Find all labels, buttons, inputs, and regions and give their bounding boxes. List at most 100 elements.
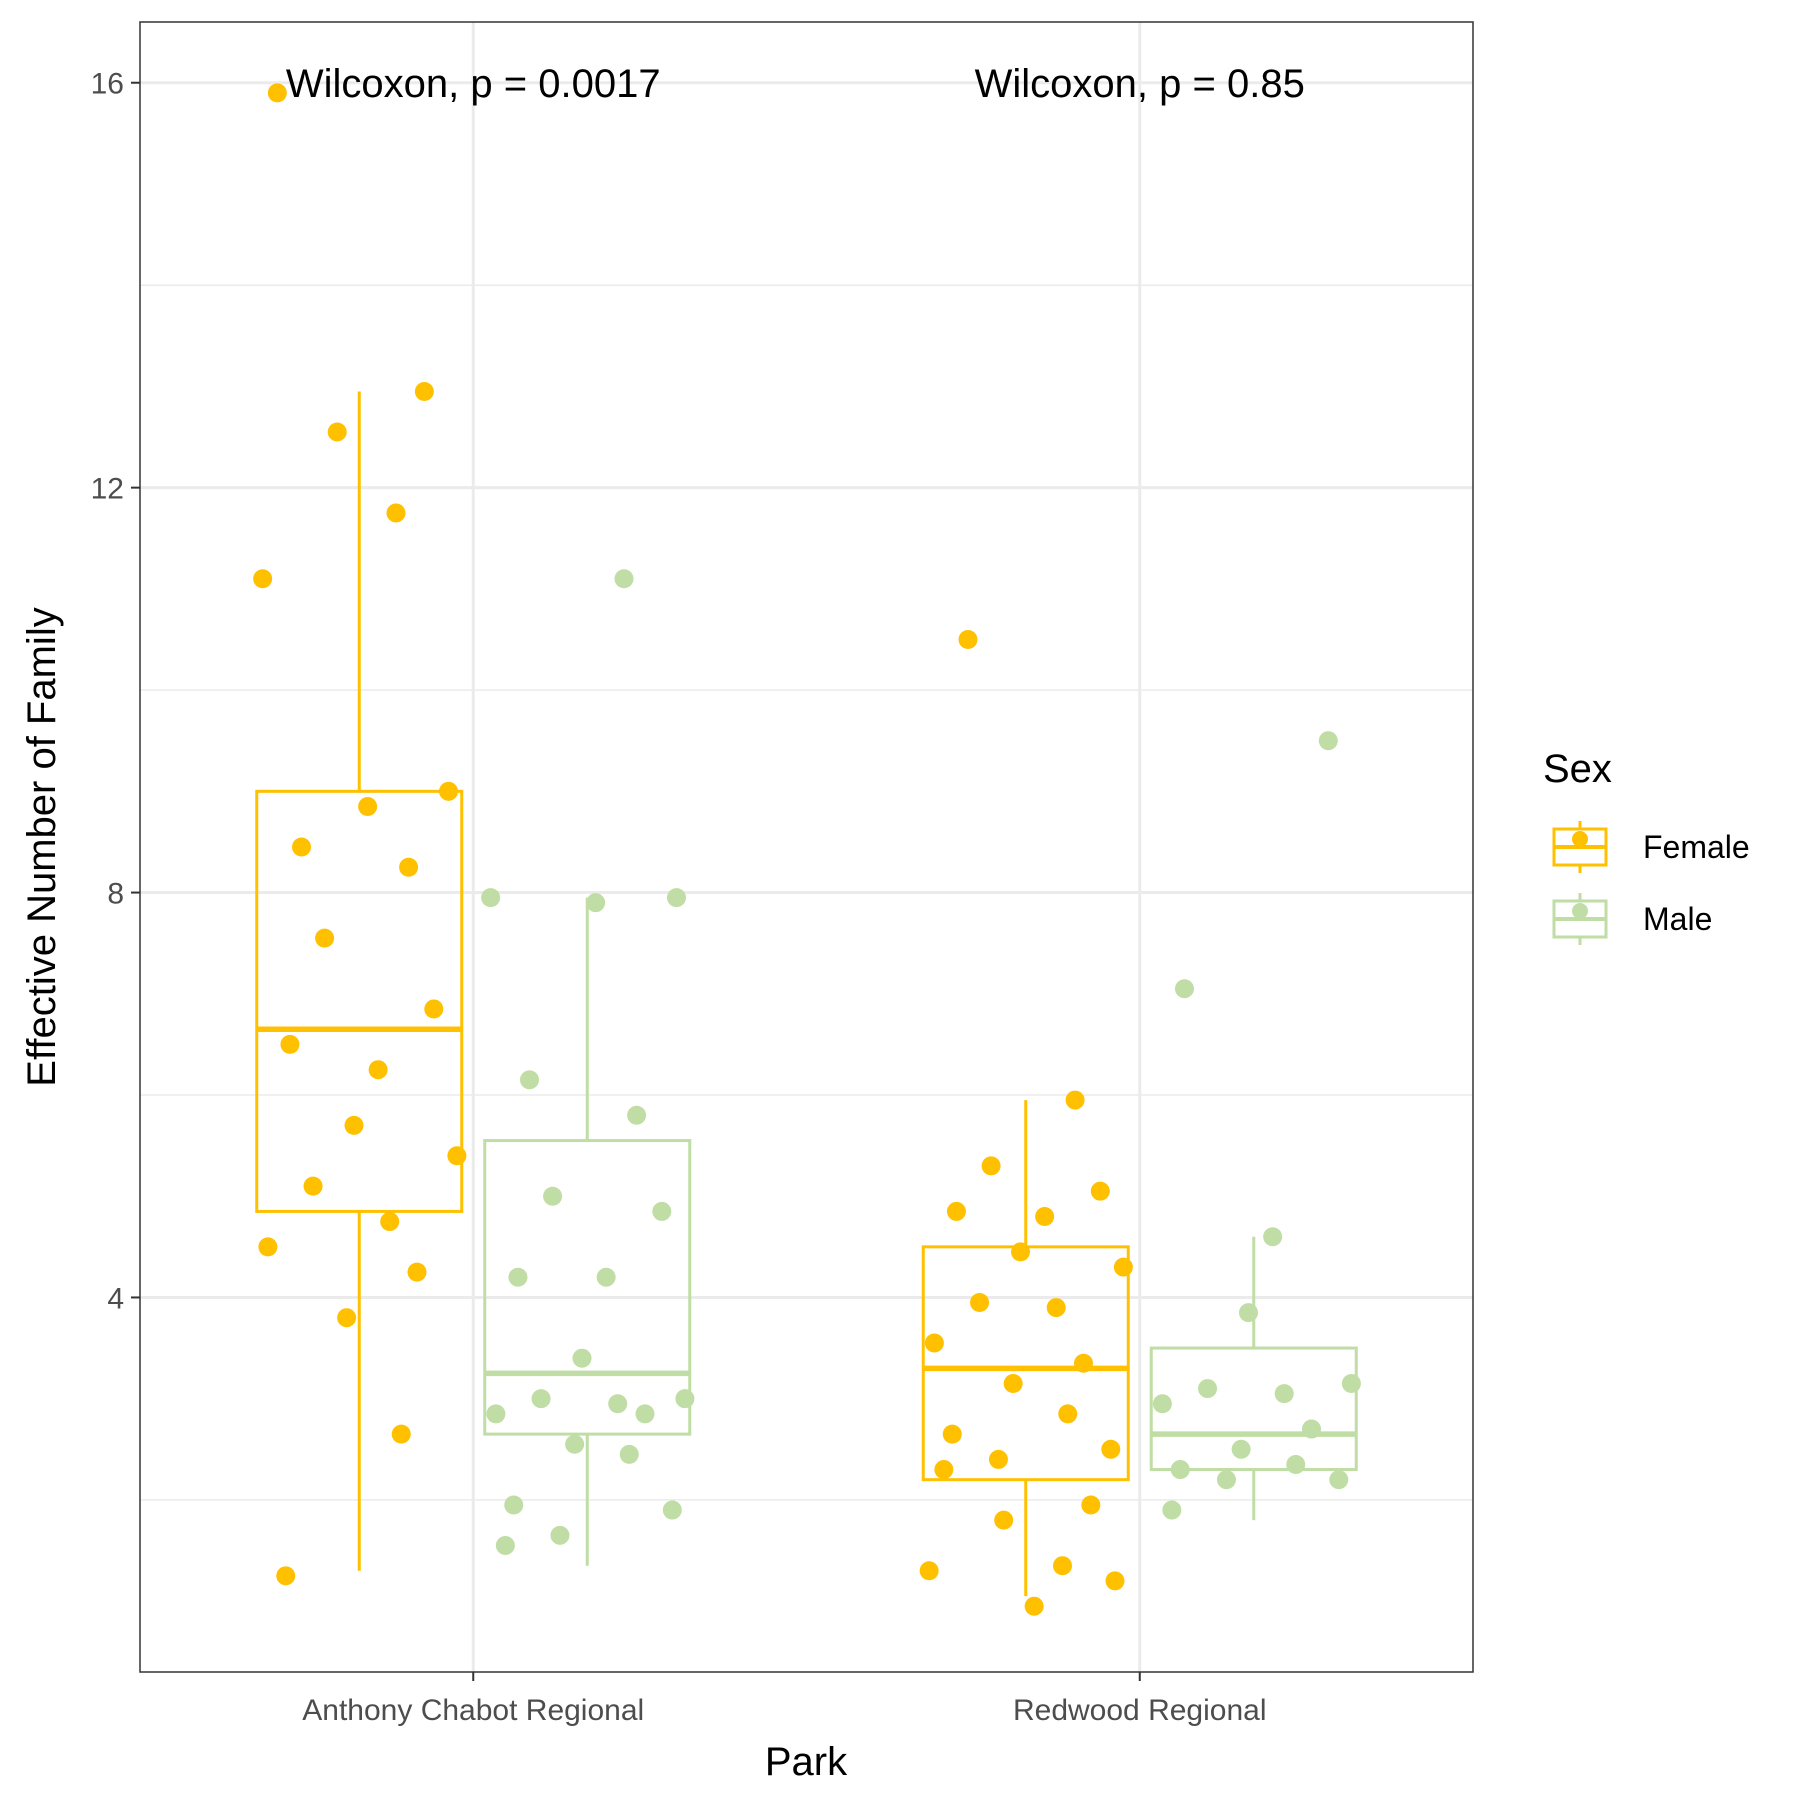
legend-items: Female Male	[1552, 821, 1750, 945]
data-point-female	[1058, 1404, 1078, 1424]
data-point-female	[315, 928, 335, 948]
data-point-female	[447, 1146, 467, 1166]
data-point-male	[667, 888, 686, 908]
y-axis-title: Effective Number of Family	[20, 607, 64, 1086]
x-tick-label: Anthony Chabot Regional	[302, 1694, 644, 1727]
data-point-male	[1231, 1439, 1251, 1459]
data-point-male	[508, 1267, 528, 1287]
points-layer	[253, 83, 1361, 1616]
data-point-male	[652, 1201, 672, 1221]
data-point-female	[380, 1212, 400, 1232]
data-point-male	[596, 1267, 616, 1287]
data-point-male	[635, 1404, 655, 1424]
data-point-male	[481, 888, 501, 908]
boxes-layer	[255, 391, 1358, 1597]
data-point-female	[368, 1060, 388, 1080]
data-point-male	[543, 1186, 563, 1206]
legend: Sex Female Male	[1543, 747, 1750, 945]
data-point-female	[337, 1308, 357, 1328]
data-point-female	[1003, 1374, 1023, 1394]
y-tick-label: 4	[107, 1282, 124, 1315]
data-point-female	[414, 381, 434, 401]
data-point-female	[988, 1449, 1008, 1469]
data-point-female	[1105, 1571, 1125, 1591]
data-point-female	[399, 857, 419, 877]
data-point-male	[619, 1444, 639, 1464]
legend-key-point	[1572, 831, 1588, 847]
data-point-female	[994, 1510, 1014, 1530]
box-female	[255, 391, 464, 1571]
legend-label-female: Female	[1643, 829, 1750, 865]
data-point-male	[1174, 979, 1194, 999]
data-point-female	[1065, 1090, 1085, 1110]
data-point-female	[1101, 1439, 1121, 1459]
data-point-female	[253, 569, 273, 589]
data-point-female	[970, 1293, 990, 1313]
data-point-female	[303, 1176, 323, 1196]
data-point-female	[981, 1156, 1001, 1176]
plot-panel-border	[139, 21, 1474, 1673]
x-axis-title: Park	[765, 1740, 848, 1784]
box-male	[1149, 1236, 1358, 1521]
data-point-female	[1081, 1495, 1101, 1515]
data-point-female	[407, 1262, 427, 1282]
data-point-male	[495, 1535, 515, 1555]
data-point-female	[1046, 1298, 1066, 1318]
data-point-female	[439, 781, 458, 801]
y-tick-label: 16	[91, 68, 124, 101]
data-point-female	[1011, 1242, 1030, 1262]
data-point-male	[675, 1389, 695, 1409]
data-point-female	[919, 1561, 939, 1581]
data-point-female	[946, 1201, 966, 1221]
data-point-male	[1239, 1303, 1258, 1323]
data-point-female	[1074, 1353, 1093, 1373]
data-point-male	[586, 893, 606, 913]
annotations-layer: Wilcoxon, p = 0.0017 Wilcoxon, p = 0.85	[286, 62, 1305, 106]
data-point-male	[1302, 1419, 1321, 1439]
data-point-male	[1198, 1379, 1218, 1399]
gridlines	[140, 22, 1473, 1672]
legend-item-female: Female	[1552, 821, 1750, 873]
data-point-female	[276, 1566, 296, 1586]
data-point-male	[1216, 1470, 1236, 1490]
data-point-female	[358, 797, 378, 817]
box-iqr	[483, 1139, 692, 1436]
data-point-male	[662, 1500, 682, 1520]
y-tick-label: 12	[91, 473, 124, 506]
data-point-male	[1274, 1384, 1294, 1404]
data-point-male	[520, 1070, 539, 1090]
data-point-male	[1286, 1454, 1306, 1474]
data-point-female	[391, 1424, 411, 1444]
box-male	[483, 897, 692, 1566]
data-point-female	[942, 1424, 962, 1444]
data-point-female	[1035, 1206, 1055, 1226]
data-point-female	[280, 1034, 300, 1054]
data-point-female	[934, 1460, 954, 1480]
legend-label-male: Male	[1643, 901, 1712, 937]
data-point-female	[1053, 1556, 1072, 1576]
data-point-male	[1341, 1374, 1361, 1394]
data-point-male	[550, 1525, 570, 1545]
wilcoxon-annotation: Wilcoxon, p = 0.85	[975, 62, 1305, 106]
box-iqr	[255, 789, 464, 1213]
data-point-female	[1090, 1181, 1110, 1201]
data-point-female	[1024, 1596, 1044, 1616]
box-iqr	[921, 1245, 1130, 1482]
data-point-female	[267, 83, 287, 103]
axes-layer: 4 8 12 16 Anthony Chabot Regional Redwood Reg…	[91, 68, 1267, 1727]
wilcoxon-annotation: Wilcoxon, p = 0.0017	[286, 62, 661, 106]
legend-key-point	[1572, 903, 1588, 919]
x-tick-label: Redwood Regional	[1013, 1694, 1267, 1727]
data-point-male	[1329, 1470, 1349, 1490]
data-point-female	[958, 629, 978, 649]
data-point-male	[565, 1434, 585, 1454]
data-point-female	[424, 999, 444, 1019]
data-point-female	[292, 837, 311, 857]
data-point-male	[1318, 731, 1338, 751]
data-point-male	[608, 1394, 628, 1414]
data-point-female	[344, 1115, 364, 1135]
data-point-female	[386, 503, 406, 523]
data-point-female	[258, 1237, 278, 1257]
data-point-male	[1170, 1460, 1190, 1480]
